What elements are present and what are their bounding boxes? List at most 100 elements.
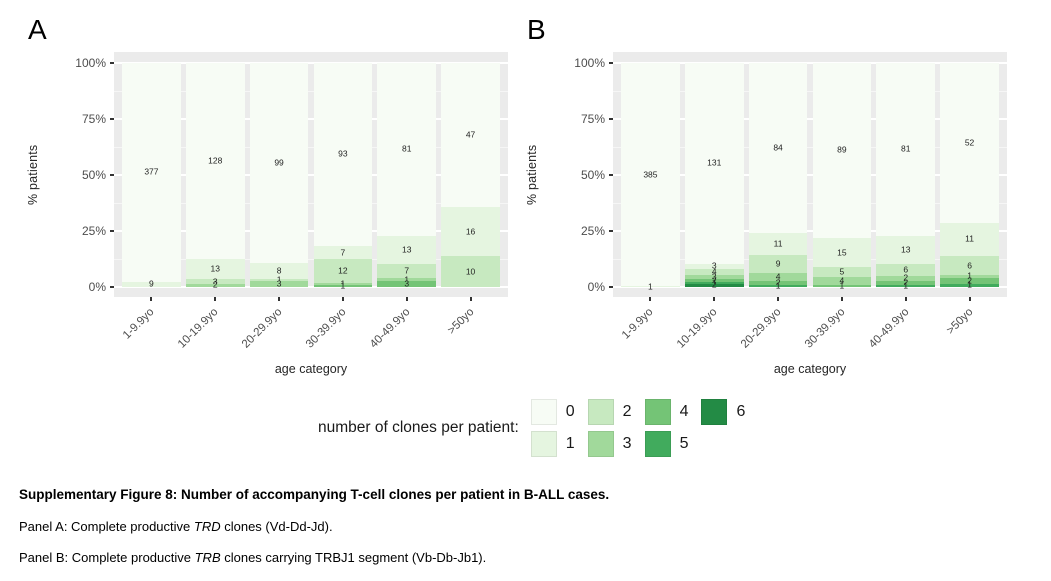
gridline-minor: [114, 203, 508, 204]
gridline-minor: [114, 147, 508, 148]
y-tick-label: 75%: [81, 112, 106, 126]
y-tick-label: 0%: [88, 280, 106, 294]
bar-segment-clones-1: 15: [812, 237, 872, 268]
bar->50yo: 52 11 6 1 2 1: [940, 63, 999, 289]
bar-segment-clones-0: 128: [185, 63, 245, 260]
segment-count-label: 131: [707, 157, 722, 168]
plot-panel-a: 0% 25% 50% 75% 100%% patients 377 9 1-9.9yo 128 1…: [26, 52, 508, 351]
y-tick-label: 25%: [81, 224, 106, 238]
gridline-minor: [114, 259, 508, 260]
segment-count-label: 93: [338, 148, 348, 159]
legend-entry-5: 5: [644, 430, 688, 457]
bar-segment-clones-0: 89: [812, 63, 872, 238]
gridline-major: [114, 174, 508, 176]
segment-count-label: 3: [404, 278, 410, 289]
y-tick-label: 100%: [75, 56, 106, 70]
gridline-minor: [613, 259, 1007, 260]
panel-letter: B: [527, 14, 546, 45]
bar-segment-clones-2: 6: [876, 263, 936, 277]
bar-segment-clones-0: 47: [441, 63, 500, 208]
legend-swatch: [587, 430, 614, 457]
segment-count-label: 6: [903, 264, 909, 275]
y-axis-title: % patients: [525, 144, 539, 205]
segment-count-label: 377: [144, 166, 159, 177]
x-tick-mark: [341, 297, 344, 301]
x-axis-title: age category: [274, 362, 348, 376]
legend-entry-1: 1: [530, 430, 575, 457]
figure-caption: Supplementary Figure 8: Number of accomp…: [19, 487, 1019, 581]
bar-segment-clones-1: 11: [940, 222, 999, 257]
bar-30-39.9yo: 89 15 5 4 1: [812, 63, 872, 290]
gridline-major: [613, 286, 1007, 288]
y-tick-mark: [609, 286, 613, 288]
x-tick-mark: [713, 297, 716, 301]
bar-segment-clones-1: 7: [313, 245, 373, 260]
gridline-major: [114, 118, 508, 120]
bar-segment-clones-1: 1: [621, 282, 680, 291]
bar-20-29.9yo: 99 8 1 3: [249, 63, 309, 288]
bar-segment-clones-1: 13: [377, 235, 437, 264]
segment-count-label: 99: [274, 157, 284, 168]
bar-segment-clones-5: 1: [876, 281, 936, 290]
segment-count-label: 15: [837, 247, 847, 258]
bar-40-49.9yo: 81 13 7 1 3: [377, 63, 437, 289]
bar-segment-clones-0: 81: [876, 63, 936, 236]
bar-segment-clones-5: 1: [940, 280, 999, 289]
y-tick-mark: [110, 118, 114, 120]
y-tick-mark: [110, 286, 114, 288]
legend-column: 6: [701, 398, 745, 457]
bar-segment-clones-0: 81: [377, 63, 437, 236]
caption-title: Supplementary Figure 8: Number of accomp…: [19, 487, 610, 502]
legend-swatch: [644, 430, 671, 457]
plot-panel-b: 0% 25% 50% 75% 100%% patients 385 1 1-9.9yo 131 3…: [525, 52, 1007, 351]
bar-segment-clones-6: 2: [684, 280, 744, 289]
x-tick-mark: [405, 297, 408, 301]
bar-segment-clones-3: 3: [249, 279, 309, 288]
legend-entry-label: 6: [736, 402, 746, 420]
segment-count-label: 5: [839, 266, 845, 277]
bar-segment-clones-2: 6: [940, 256, 999, 275]
y-tick-label: 25%: [580, 224, 605, 238]
segment-count-label: 12: [338, 265, 348, 276]
bar->50yo: 47 16 10: [441, 63, 500, 287]
x-tick-mark: [150, 297, 153, 301]
legend-entry-6: 6: [701, 398, 745, 425]
legend-swatch: [644, 398, 671, 425]
segment-count-label: 81: [901, 143, 911, 154]
y-tick-mark: [609, 174, 613, 176]
y-axis-title: % patients: [26, 144, 40, 205]
gridline-major: [114, 230, 508, 232]
x-tick-mark: [777, 297, 780, 301]
y-tick-label: 75%: [580, 112, 605, 126]
bar-segment-clones-2: 7: [377, 263, 437, 279]
bar-segment-clones-5: 1: [748, 281, 808, 290]
bar-segment-clones-0: 93: [313, 63, 373, 246]
bar-segment-clones-0: 385: [621, 63, 680, 287]
gridline-major: [114, 286, 508, 288]
bar-1-9.9yo: 377 9: [122, 63, 181, 288]
legend-swatch: [530, 398, 557, 425]
bar-10-19.9yo: 128 13 3 2: [185, 63, 245, 289]
gridline-major: [613, 230, 1007, 232]
gridline-major: [613, 174, 1007, 176]
legend-entry-label: 1: [565, 434, 575, 452]
gridline-minor: [613, 147, 1007, 148]
y-tick-label: 50%: [580, 168, 605, 182]
segment-count-label: 11: [965, 233, 974, 244]
segment-count-label: 13: [901, 244, 911, 255]
bar-10-19.9yo: 131 3 4 3 2 1 2: [684, 63, 744, 289]
y-tick-mark: [110, 174, 114, 176]
x-tick-mark: [968, 297, 971, 301]
bar-segment-clones-0: 84: [748, 63, 808, 233]
caption-line: Panel A: Complete productive TRD clones …: [19, 519, 333, 534]
bar-segment-clones-0: 52: [940, 63, 999, 223]
bar-20-29.9yo: 84 11 9 4 2 1: [748, 63, 808, 290]
x-tick-mark: [469, 297, 472, 301]
caption-line: Panel B: Complete productive TRB clones …: [19, 550, 487, 565]
legend-entry-label: 3: [622, 434, 632, 452]
y-tick-mark: [609, 118, 613, 120]
